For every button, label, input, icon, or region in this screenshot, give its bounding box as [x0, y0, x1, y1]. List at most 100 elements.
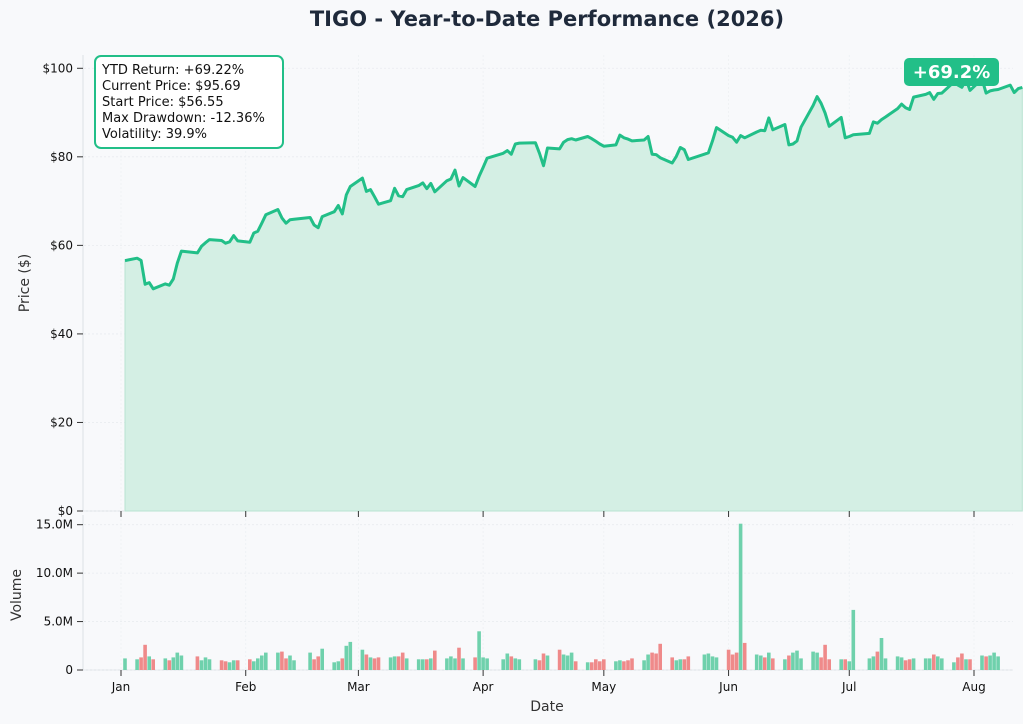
volume-bar — [811, 651, 815, 670]
volume-bar — [569, 652, 574, 670]
volume-y-tick-label: 5.0M — [44, 615, 73, 629]
volume-bar — [557, 649, 562, 670]
volume-bar — [598, 661, 602, 670]
volume-bar — [473, 657, 477, 670]
volume-bar — [618, 660, 622, 670]
volume-bar — [614, 661, 618, 670]
volume-bar — [819, 657, 823, 670]
volume-bar — [227, 662, 232, 671]
volume-bar — [622, 661, 626, 670]
volume-bar — [726, 649, 731, 670]
volume-bar — [787, 655, 791, 670]
volume-bar — [911, 658, 916, 670]
volume-bar — [823, 644, 827, 670]
volume-bar — [392, 656, 397, 670]
x-tick-label: Jun — [718, 680, 738, 694]
volume-bar — [533, 659, 538, 670]
volume-bar — [340, 658, 345, 670]
volume-panel: 0 5.0M 10.0M 15.0M Jan Feb Mar Apr May Jun Jul Aug… — [9, 511, 1013, 715]
volume-bar — [992, 652, 996, 670]
volume-bar — [376, 657, 381, 670]
stats-box: YTD Return: +69.22% Current Price: $95.6… — [94, 55, 284, 149]
volume-bar — [650, 652, 654, 670]
volume-bar — [585, 662, 590, 671]
volume-bar — [960, 653, 964, 670]
volume-bar — [231, 660, 236, 670]
volume-bar — [348, 641, 353, 670]
volume-bar — [626, 660, 630, 670]
volume-bar — [839, 659, 843, 670]
volume-bar — [509, 656, 514, 670]
volume-bar — [219, 660, 224, 670]
volume-bar — [179, 655, 184, 670]
volume-bar — [171, 657, 176, 670]
volume-bar — [195, 656, 200, 670]
x-tick-label: Feb — [235, 680, 256, 694]
x-tick-label: Jul — [841, 680, 856, 694]
volume-bar — [968, 659, 972, 670]
price-y-tick-label: $80 — [50, 150, 73, 164]
volume-gridlines — [84, 515, 1013, 671]
volume-bar — [368, 657, 373, 670]
return-badge-label: +69.2% — [913, 62, 991, 83]
volume-bar — [783, 659, 787, 670]
volume-bar — [682, 659, 687, 670]
volume-bar — [425, 659, 429, 670]
volume-bar — [730, 654, 735, 670]
volume-bar — [879, 638, 884, 670]
volume-bar — [984, 656, 988, 670]
volume-bar — [316, 656, 320, 670]
volume-bar — [332, 662, 336, 671]
stats-line-start-price: Start Price: $56.55 — [102, 95, 224, 110]
volume-bar — [875, 651, 880, 670]
volume-bar — [421, 659, 425, 670]
price-y-axis: $0 $20 $40 $60 $80 $100 — [42, 61, 83, 518]
volume-bar — [139, 657, 143, 670]
volume-bar — [630, 658, 634, 670]
volume-bar — [485, 658, 489, 670]
volume-bar — [445, 658, 449, 670]
volume-bar — [288, 655, 292, 670]
volume-bar — [292, 660, 296, 670]
price-y-axis-label: Price ($) — [17, 254, 33, 312]
volume-bar — [565, 655, 570, 670]
price-y-tick-label: $40 — [50, 327, 73, 341]
volume-bar — [742, 642, 747, 670]
volume-bar — [163, 658, 168, 670]
volume-bar — [767, 652, 771, 670]
volume-bar — [256, 658, 260, 670]
volume-bar — [754, 654, 759, 670]
volume-bar — [642, 660, 646, 670]
volume-bar — [706, 653, 711, 670]
volume-bar — [851, 609, 856, 670]
volume-bar — [481, 657, 485, 670]
volume-bar — [903, 660, 908, 670]
volume-bar — [513, 658, 518, 670]
volume-bar — [312, 659, 316, 670]
volume-bar — [883, 658, 888, 670]
volume-bar — [260, 655, 264, 670]
volume-bar — [956, 657, 960, 670]
volume-bar — [517, 659, 522, 670]
volume-bar — [738, 523, 743, 670]
volume-bar — [320, 648, 324, 670]
volume-bar — [433, 650, 437, 670]
stats-line-current-price: Current Price: $95.69 — [102, 79, 241, 94]
volume-bar — [827, 659, 831, 670]
volume-bar — [927, 658, 932, 670]
x-tick-label: Jan — [111, 680, 131, 694]
volume-y-axis: 0 5.0M 10.0M 15.0M — [36, 518, 83, 677]
volume-bar — [545, 655, 550, 670]
volume-bar — [940, 658, 944, 670]
volume-bar — [646, 654, 650, 670]
volume-bar — [658, 643, 662, 670]
volume-bar — [988, 655, 992, 670]
x-tick-label: May — [591, 680, 616, 694]
volume-bar — [223, 661, 228, 670]
volume-bar — [400, 652, 405, 670]
volume-bar — [123, 658, 127, 670]
volume-bar — [573, 661, 578, 670]
return-badge: +69.2% — [904, 58, 999, 86]
volume-bar — [284, 658, 288, 670]
